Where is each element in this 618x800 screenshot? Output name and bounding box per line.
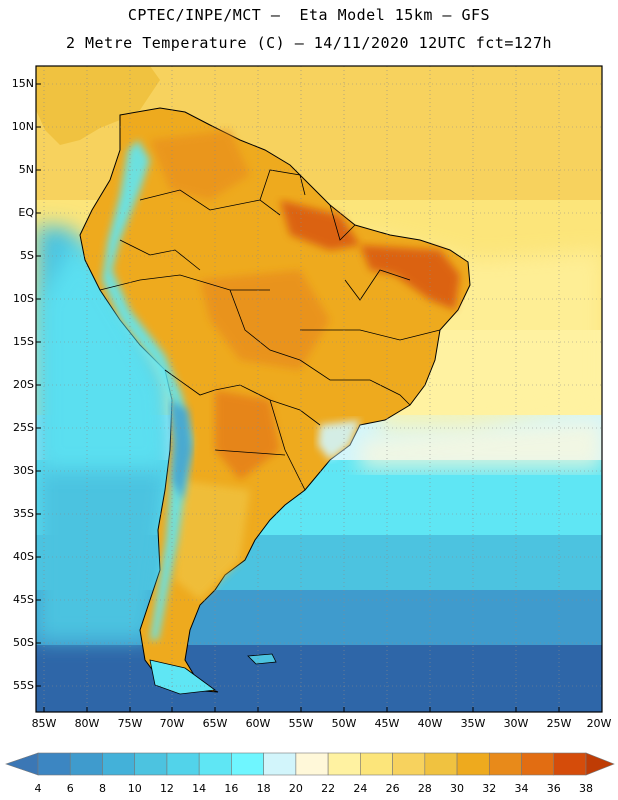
colorbar-label: 22 bbox=[321, 782, 336, 795]
lon-label: 60W bbox=[245, 717, 271, 730]
hot-region-chaco bbox=[215, 390, 280, 480]
colorbar-swatch bbox=[134, 752, 168, 776]
andes-core bbox=[170, 400, 192, 500]
lat-label: 15S bbox=[13, 335, 34, 348]
tierra-del-fuego bbox=[149, 659, 217, 695]
colorbar-arrow-high bbox=[585, 752, 615, 776]
colorbar-label: 36 bbox=[546, 782, 561, 795]
lon-label: 85W bbox=[31, 717, 57, 730]
colorbar-label: 38 bbox=[579, 782, 593, 795]
lat-label: EQ bbox=[18, 206, 34, 219]
colorbar-swatch bbox=[69, 752, 103, 776]
colorbar-label: 10 bbox=[127, 782, 142, 795]
lon-label: 70W bbox=[159, 717, 185, 730]
colorbar-arrow-low bbox=[5, 752, 39, 776]
colorbar-label: 24 bbox=[353, 782, 368, 795]
colorbar-label: 30 bbox=[450, 782, 465, 795]
lat-label: 20S bbox=[13, 378, 34, 391]
colorbar-label: 16 bbox=[224, 782, 239, 795]
lat-label: 50S bbox=[13, 636, 34, 649]
axis-ticks bbox=[36, 83, 603, 712]
lon-label: 35W bbox=[460, 717, 486, 730]
lon-label: 80W bbox=[74, 717, 100, 730]
country-borders bbox=[99, 169, 441, 491]
colorbar-label: 8 bbox=[98, 782, 106, 795]
colorbar-swatch bbox=[488, 752, 522, 776]
colorbar-swatch bbox=[456, 752, 490, 776]
colorbar-label: 14 bbox=[192, 782, 207, 795]
lat-label: 5N bbox=[18, 163, 34, 176]
map-title-line2: 2 Metre Temperature (C) – 14/11/2020 12U… bbox=[65, 34, 553, 52]
andes-cold-band bbox=[102, 140, 192, 640]
lon-label: 25W bbox=[546, 717, 572, 730]
colorbar-label: 18 bbox=[256, 782, 271, 795]
colorbar-label: 6 bbox=[66, 782, 74, 795]
lon-label: 50W bbox=[331, 717, 357, 730]
colorbar-label: 34 bbox=[514, 782, 529, 795]
pacific-coastal-band bbox=[40, 240, 168, 470]
falkland-islands bbox=[247, 653, 277, 665]
colorbar-swatch bbox=[231, 752, 264, 776]
lat-label: 15N bbox=[11, 77, 34, 90]
colorbar-swatch bbox=[198, 752, 232, 776]
lat-label: 30S bbox=[13, 464, 34, 477]
colorbar-label: 12 bbox=[159, 782, 174, 795]
warm-region-patagonia bbox=[175, 480, 250, 600]
colorbar-swatch bbox=[327, 752, 361, 776]
colorbar-swatch bbox=[392, 752, 426, 776]
colorbar-swatch bbox=[166, 752, 200, 776]
ocean-deep bbox=[36, 645, 602, 712]
map-title-line1: CPTEC/INPE/MCT – Eta Model 15km – GFS bbox=[127, 6, 491, 24]
lat-label: 35S bbox=[13, 507, 34, 520]
lon-label: 30W bbox=[503, 717, 529, 730]
lon-label: 40W bbox=[417, 717, 443, 730]
atlantic-mild-band bbox=[360, 420, 602, 470]
lat-label: 10S bbox=[13, 292, 34, 305]
hot-region-northeast bbox=[360, 245, 460, 310]
colorbar-label: 4 bbox=[34, 782, 42, 795]
colorbar-swatch bbox=[37, 752, 71, 776]
cool-region-south-brazil bbox=[318, 420, 360, 460]
colorbar-label: 20 bbox=[288, 782, 303, 795]
colorbar-swatch bbox=[263, 752, 297, 776]
map-frame bbox=[35, 65, 603, 713]
lon-label: 75W bbox=[117, 717, 143, 730]
colorbar-label: 32 bbox=[482, 782, 497, 795]
lon-label: 45W bbox=[374, 717, 400, 730]
colorbar-swatch bbox=[360, 752, 393, 776]
colorbar-label: 26 bbox=[385, 782, 400, 795]
lat-label: 40S bbox=[13, 550, 34, 563]
lon-label: 20W bbox=[586, 717, 612, 730]
lon-label: 55W bbox=[288, 717, 314, 730]
lon-label: 65W bbox=[202, 717, 228, 730]
colorbar-swatch bbox=[102, 752, 136, 776]
colorbar-swatch bbox=[521, 752, 555, 776]
colorbar-swatch bbox=[295, 752, 329, 776]
lat-label: 45S bbox=[13, 593, 34, 606]
colorbar-swatch bbox=[553, 752, 587, 776]
hot-region-colombia bbox=[150, 130, 250, 200]
hot-region-amazon bbox=[280, 200, 360, 250]
lat-label: 25S bbox=[13, 421, 34, 434]
colorbar-swatch bbox=[424, 752, 458, 776]
lat-label: 10N bbox=[11, 120, 34, 133]
hot-region-central bbox=[200, 270, 330, 370]
colorbar-label: 28 bbox=[417, 782, 432, 795]
lat-label: 5S bbox=[20, 249, 34, 262]
central-america-land bbox=[36, 66, 160, 145]
lat-label: 55S bbox=[13, 679, 34, 692]
